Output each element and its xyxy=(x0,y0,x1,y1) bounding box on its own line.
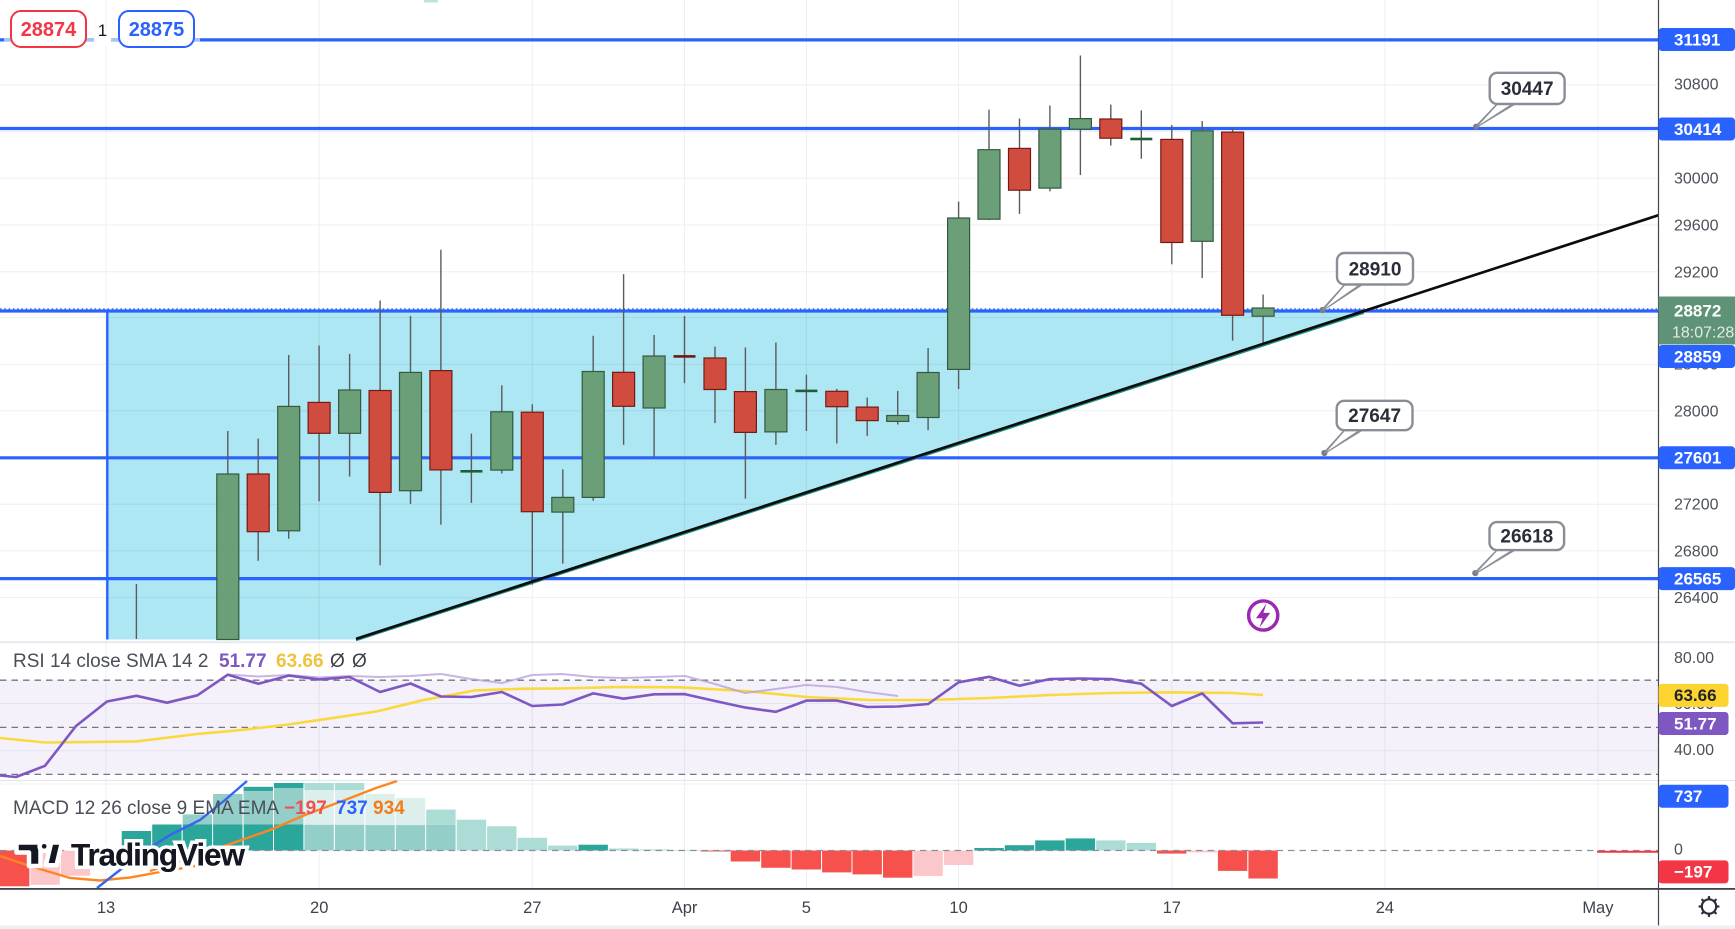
svg-text:737: 737 xyxy=(1674,787,1702,806)
svg-text:26400: 26400 xyxy=(1674,590,1719,607)
svg-text:−197: −197 xyxy=(284,798,327,819)
svg-text:10: 10 xyxy=(949,899,967,917)
svg-text:29200: 29200 xyxy=(1674,265,1719,282)
svg-text:5: 5 xyxy=(802,899,811,917)
svg-text:27647: 27647 xyxy=(1348,406,1401,427)
svg-text:Ø: Ø xyxy=(330,651,345,672)
svg-text:29600: 29600 xyxy=(1674,218,1719,235)
svg-text:27200: 27200 xyxy=(1674,497,1719,514)
svg-text:TradingView: TradingView xyxy=(71,837,245,873)
svg-text:934: 934 xyxy=(373,798,405,819)
svg-text:24: 24 xyxy=(1376,899,1394,917)
svg-text:27: 27 xyxy=(523,899,541,917)
svg-text:28875: 28875 xyxy=(129,19,185,41)
svg-text:1: 1 xyxy=(98,21,107,40)
svg-text:TradingView: TradingView xyxy=(71,837,245,873)
svg-text:30000: 30000 xyxy=(1674,171,1719,188)
svg-text:26800: 26800 xyxy=(1674,544,1719,561)
svg-text:−197: −197 xyxy=(1674,863,1712,882)
svg-text:30414: 30414 xyxy=(1674,120,1722,139)
svg-text:26565: 26565 xyxy=(1674,569,1721,588)
svg-text:28872: 28872 xyxy=(1674,302,1721,321)
svg-text:63.66: 63.66 xyxy=(1674,686,1717,705)
svg-text:63.66: 63.66 xyxy=(276,651,324,672)
svg-text:27601: 27601 xyxy=(1674,449,1721,468)
svg-text:13: 13 xyxy=(97,899,115,917)
svg-text:0: 0 xyxy=(1674,842,1683,859)
svg-text:737: 737 xyxy=(336,798,368,819)
svg-text:28859: 28859 xyxy=(1674,347,1721,366)
svg-text:28910: 28910 xyxy=(1349,259,1402,280)
svg-text:RSI 14 close SMA 14 2: RSI 14 close SMA 14 2 xyxy=(13,651,208,672)
svg-text:May: May xyxy=(1582,899,1614,917)
svg-text:51.77: 51.77 xyxy=(219,651,267,672)
svg-text:28000: 28000 xyxy=(1674,404,1719,421)
svg-text:Apr: Apr xyxy=(672,899,698,917)
svg-text:28874: 28874 xyxy=(21,19,77,41)
svg-text:30447: 30447 xyxy=(1501,79,1554,100)
svg-text:80.00: 80.00 xyxy=(1674,650,1714,667)
svg-text:MACD 12 26 close 9 EMA EMA: MACD 12 26 close 9 EMA EMA xyxy=(13,798,279,819)
svg-text:30800: 30800 xyxy=(1674,77,1719,94)
svg-text:40.00: 40.00 xyxy=(1674,742,1714,759)
svg-text:51.77: 51.77 xyxy=(1674,714,1717,733)
svg-text:18:07:28: 18:07:28 xyxy=(1672,325,1734,342)
svg-text:26618: 26618 xyxy=(1500,527,1553,548)
svg-text:31191: 31191 xyxy=(1674,30,1720,49)
svg-text:17: 17 xyxy=(1163,899,1181,917)
svg-text:20: 20 xyxy=(310,899,328,917)
svg-text:Ø: Ø xyxy=(352,651,367,672)
